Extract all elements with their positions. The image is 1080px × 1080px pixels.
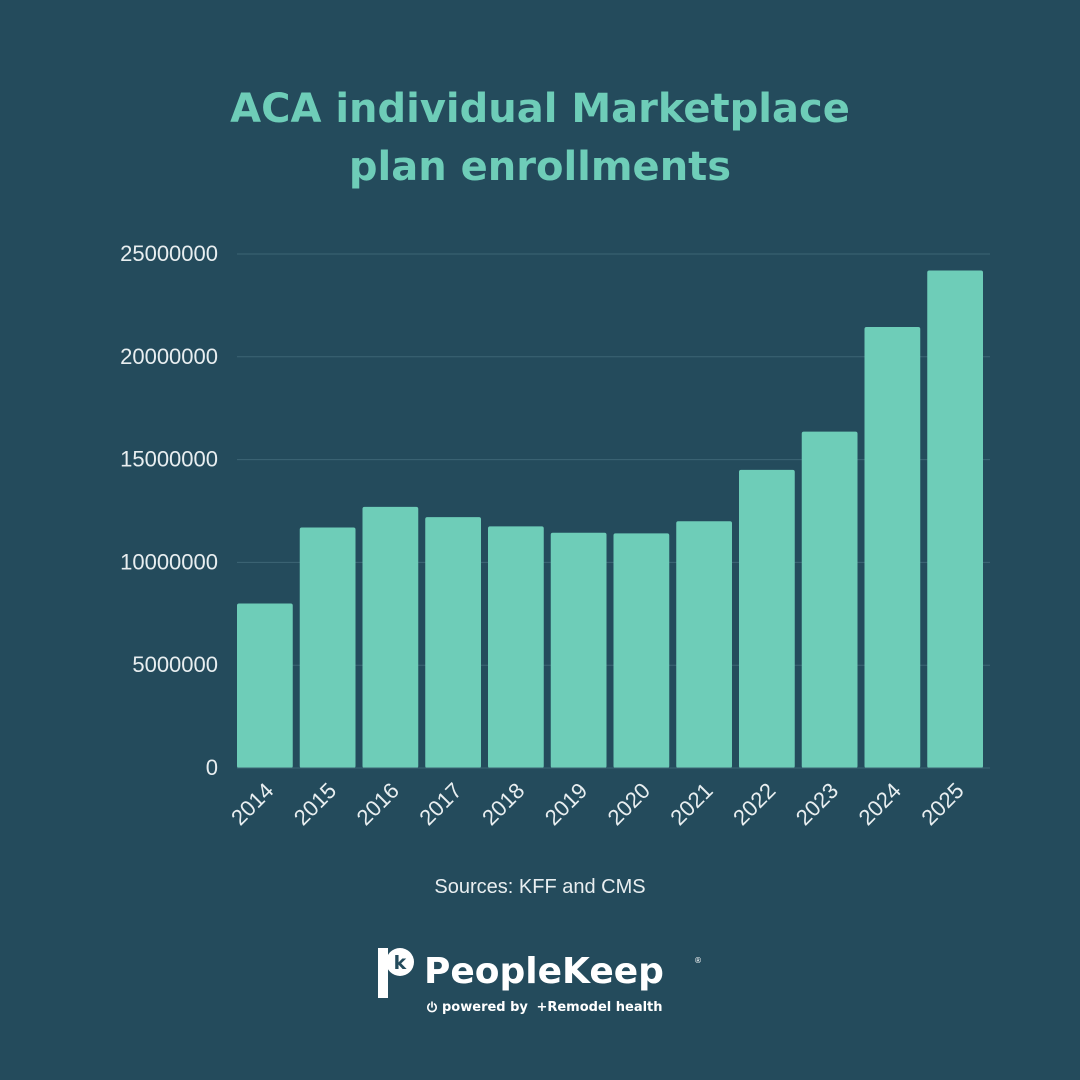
bar	[927, 270, 983, 768]
remodel-health-cross-icon: +	[536, 1000, 548, 1015]
chart-title: ACA individual Marketplace plan enrollme…	[0, 80, 1080, 196]
bar	[613, 533, 670, 768]
bar	[739, 469, 795, 768]
bar-chart: 0 5000000 10000000 15000000 20000000 25000000…	[120, 241, 990, 830]
x-tick-label: 2025	[916, 778, 968, 830]
bar	[425, 517, 481, 768]
y-tick-label: 25000000	[120, 241, 218, 266]
powered-by-text: powered by	[442, 1000, 528, 1015]
x-tick-label: 2023	[791, 778, 843, 830]
bar	[237, 603, 293, 768]
registered-mark: ®	[694, 956, 702, 965]
powered-by-line: powered by +Remodel health	[426, 1000, 663, 1015]
brand-name: PeopleKeep	[424, 951, 664, 992]
x-tick-label: 2019	[540, 778, 592, 830]
x-tick-label: 2014	[226, 778, 278, 830]
y-tick-label: 20000000	[120, 344, 218, 369]
y-tick-label: 15000000	[120, 447, 218, 472]
logo-mark-letter: k	[394, 952, 407, 974]
chart-title-line-2: plan enrollments	[348, 144, 732, 190]
bar	[488, 526, 544, 768]
power-icon	[427, 1001, 437, 1013]
y-tick-label: 0	[206, 755, 218, 780]
x-tick-label: 2017	[414, 778, 466, 830]
chart-title-line-1: ACA individual Marketplace	[230, 86, 850, 132]
bar	[550, 532, 607, 768]
bar	[299, 527, 356, 768]
bar	[362, 506, 419, 768]
x-tick-label: 2016	[352, 778, 404, 830]
x-tick-label: 2021	[665, 778, 717, 830]
x-tick-label: 2018	[477, 778, 529, 830]
bar	[864, 326, 921, 768]
x-tick-label: 2020	[603, 778, 655, 830]
partner-name: +Remodel health	[536, 1000, 662, 1015]
x-tick-label: 2015	[289, 778, 341, 830]
x-tick-label: 2024	[854, 778, 906, 830]
bar	[801, 431, 858, 768]
peoplekeep-logo-icon: k	[378, 948, 414, 998]
bar	[676, 521, 732, 768]
source-note: Sources: KFF and CMS	[434, 876, 646, 898]
brand-logo: k PeopleKeep ® powered by +Remodel healt…	[378, 944, 708, 1024]
x-tick-label: 2022	[728, 778, 780, 830]
y-tick-label: 10000000	[120, 549, 218, 574]
partner-name-text: Remodel health	[547, 1000, 663, 1015]
y-tick-label: 5000000	[132, 652, 218, 677]
